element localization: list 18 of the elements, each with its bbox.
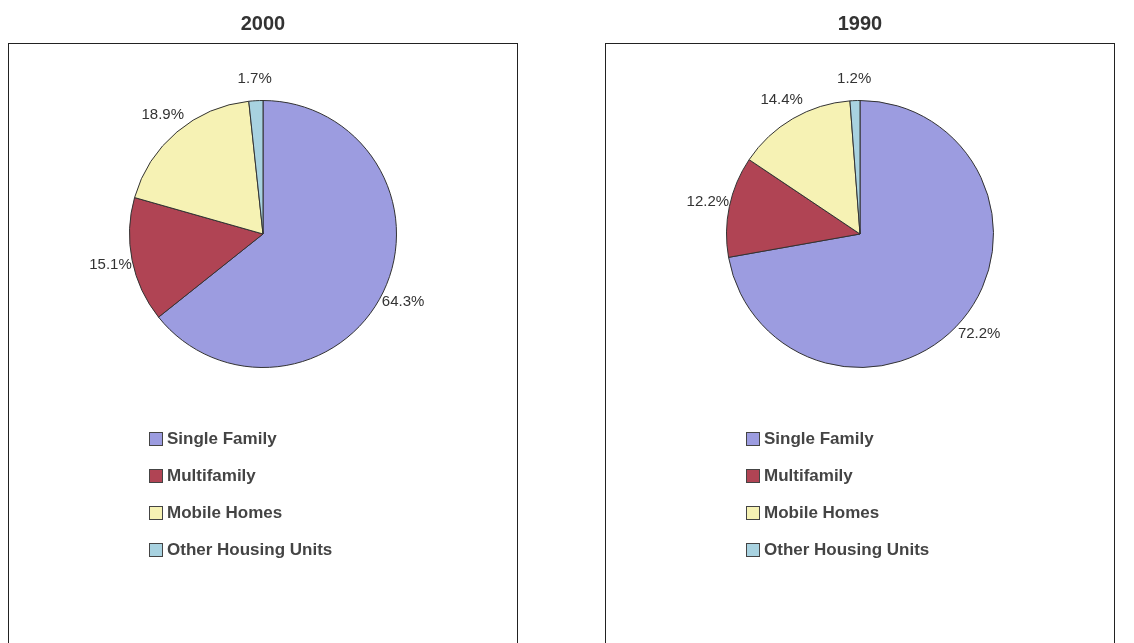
legend-label: Multifamily [764, 465, 853, 486]
data-label: 14.4% [760, 89, 803, 107]
data-label: 64.3% [381, 291, 425, 309]
data-label: 12.2% [686, 192, 730, 210]
legend-label: Multifamily [167, 465, 256, 486]
data-label: 1.2% [837, 68, 872, 86]
legend-label: Single Family [167, 428, 277, 449]
data-label: 15.1% [89, 254, 132, 272]
chart-title: 1990 [836, 12, 884, 35]
legend-label: Single Family [764, 428, 874, 449]
legend-label: Mobile Homes [167, 502, 283, 523]
legend-label: Other Housing Units [167, 539, 333, 560]
chart-title: 2000 [239, 12, 287, 35]
legend-label: Mobile Homes [764, 502, 880, 523]
data-label: 1.7% [237, 68, 272, 86]
data-label: 72.2% [957, 324, 1001, 342]
legend-label: Other Housing Units [764, 539, 930, 560]
data-label: 18.9% [141, 105, 185, 123]
